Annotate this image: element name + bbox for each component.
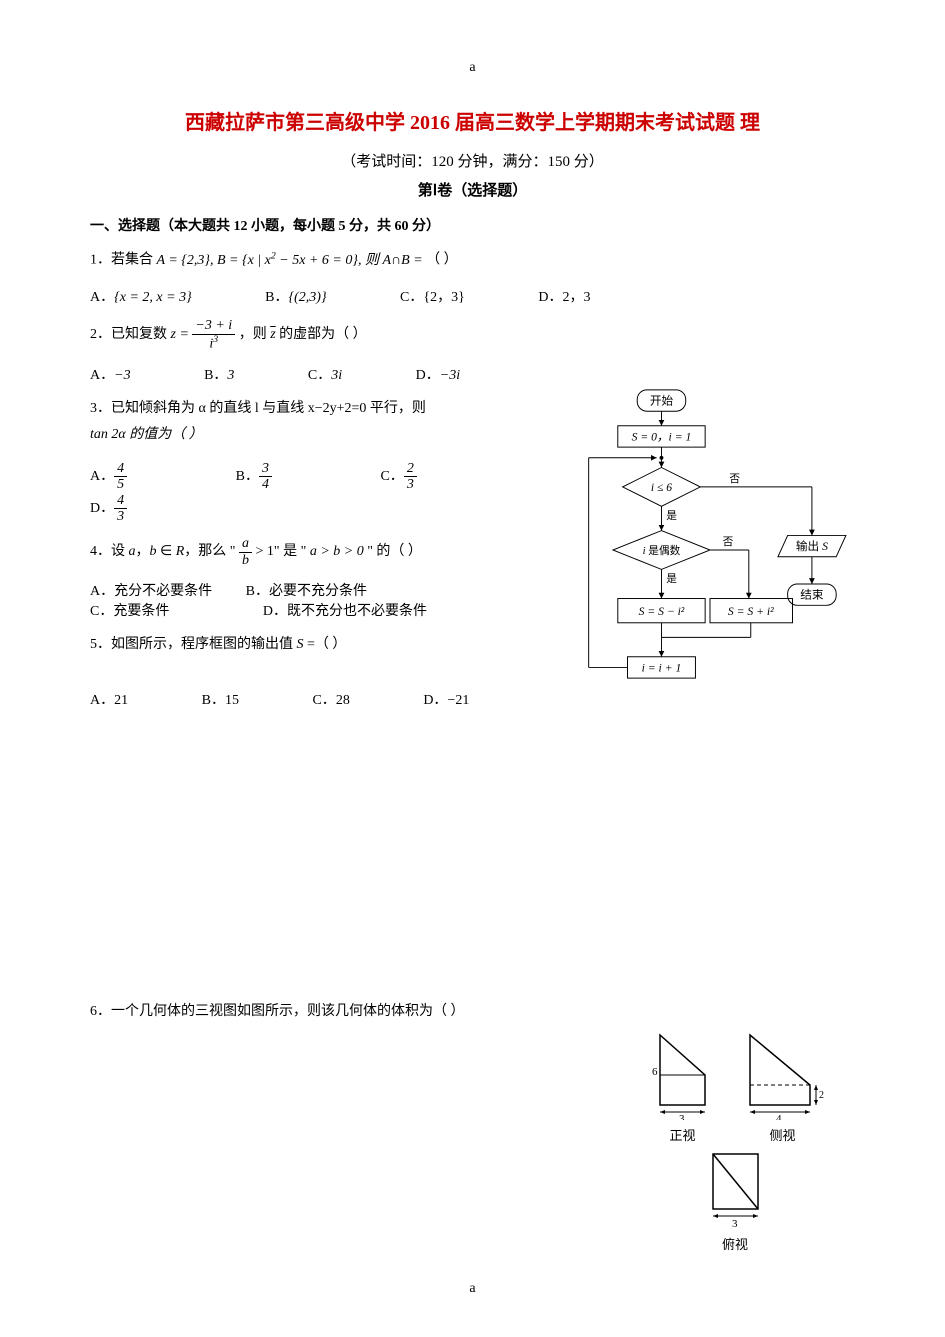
flowchart-diagram: 开始 S = 0，i = 1 i ≤ 6 是 否 输出 S 结束 i 是偶数 是…: [565, 385, 855, 715]
question-1: 1．若集合 A = {2,3}, B = {x | x2 − 5x + 6 = …: [90, 247, 855, 274]
q5-optD: D．−21: [423, 689, 504, 709]
q5-stem: 5．如图所示，程序框图的输出值 S =（ ）: [90, 637, 346, 652]
q3-options: A．45 B．34 C．23 D．43: [90, 461, 560, 525]
svg-text:2: 2: [819, 1090, 824, 1101]
svg-text:i 是偶数: i 是偶数: [643, 544, 681, 557]
q5-optC: C．28: [312, 689, 384, 709]
q1-optA: A．{x = 2, x = 3}: [90, 286, 227, 306]
side-label: 侧视: [740, 1125, 825, 1144]
q2-frac-num: −3 + i: [192, 318, 235, 334]
q5-optA: A．21: [90, 689, 163, 709]
q2-z-eq: z =: [171, 327, 193, 342]
svg-text:结束: 结束: [800, 589, 824, 602]
q4-frac-num: a: [239, 536, 252, 552]
question-4: 4．设 a，b ∈ R，那么 " a b > 1" 是 " a > b > 0 …: [90, 536, 560, 568]
q2-stem-pre: 2．已知复数: [90, 327, 167, 342]
q4-stem-mid: > 1" 是 " a > b > 0 " 的（ ）: [255, 545, 421, 560]
q1-optB: B．{(2,3)}: [265, 286, 361, 306]
q2-options: A．−3 B．3 C．3i D．−3i: [90, 364, 560, 384]
q4-optC: C．充要条件: [90, 600, 169, 620]
svg-text:是: 是: [666, 573, 677, 585]
front-label: 正视: [645, 1125, 720, 1144]
header-letter: a: [90, 60, 855, 76]
section-instruction: 一、选择题（本大题共 12 小题，每小题 5 分，共 60 分）: [90, 215, 855, 235]
svg-text:S = S − i²: S = S − i²: [639, 605, 685, 618]
q4-optD: D．既不充分也不必要条件: [263, 600, 427, 620]
q4-stem-pre: 4．设 a，b ∈ R，那么 ": [90, 545, 235, 560]
q3-stem: 3．已知倾斜角为 α 的直线 l 与直线 x−2y+2=0 平行，则: [90, 401, 426, 416]
q3-stem2: tan 2α 的值为（ ）: [90, 427, 203, 442]
svg-text:3: 3: [732, 1218, 738, 1229]
q1-optD: D．2，3: [538, 286, 625, 306]
q4-optB: B．必要不充分条件: [246, 580, 367, 600]
svg-text:S = 0，i = 1: S = 0，i = 1: [632, 430, 692, 443]
q2-optD: D．−3i: [416, 364, 495, 384]
q4-options: A．充分不必要条件 B．必要不充分条件 C．充要条件 D．既不充分也不必要条件: [90, 580, 560, 620]
svg-text:4: 4: [776, 1113, 782, 1120]
q3-optA: A．45: [90, 461, 197, 493]
q2-frac-den: i3: [192, 335, 235, 352]
q2-optA: A．−3: [90, 364, 166, 384]
svg-text:3: 3: [679, 1113, 685, 1120]
top-view: 3 俯视: [698, 1149, 773, 1253]
q1-options: A．{x = 2, x = 3} B．{(2,3)} C．{2，3} D．2，3: [90, 286, 855, 306]
q4-fraction: a b: [239, 536, 252, 568]
q3-optC: C．23: [380, 461, 486, 493]
svg-text:开始: 开始: [650, 393, 674, 407]
page-title: 西藏拉萨市第三高级中学 2016 届高三数学上学期期末考试试题 理: [90, 106, 855, 135]
q4-optA: A．充分不必要条件: [90, 580, 212, 600]
front-view: 6 3 正视: [645, 1030, 720, 1144]
exam-page: a 西藏拉萨市第三高级中学 2016 届高三数学上学期期末考试试题 理 （考试时…: [0, 0, 945, 1337]
q2-optC: C．3i: [308, 364, 377, 384]
svg-text:否: 否: [729, 473, 740, 485]
footer-letter: a: [469, 1281, 475, 1297]
q3-optD: D．43: [90, 493, 197, 525]
q1-stem-post: （ ）: [426, 253, 458, 268]
svg-text:S = S + i²: S = S + i²: [728, 605, 774, 618]
top-label: 俯视: [698, 1234, 773, 1253]
question-5: 5．如图所示，程序框图的输出值 S =（ ）: [90, 632, 560, 659]
question-2: 2．已知复数 z = −3 + i i3 ，则 z 的虚部为（ ）: [90, 318, 560, 351]
svg-text:i ≤ 6: i ≤ 6: [651, 481, 672, 494]
q2-optB: B．3: [204, 364, 269, 384]
q1-optC: C．{2，3}: [400, 286, 500, 306]
q2-fraction: −3 + i i3: [192, 318, 235, 351]
q1-set-expr: A = {2,3}, B = {x | x2 − 5x + 6 = 0}, 则 …: [157, 253, 427, 268]
q3-optB: B．34: [236, 461, 342, 493]
section-header: 第Ⅰ卷（选择题）: [90, 179, 855, 200]
question-6: 6．一个几何体的三视图如图所示，则该几何体的体积为（ ）: [90, 999, 630, 1026]
q2-stem-post: ，则 z 的虚部为（ ）: [239, 327, 367, 342]
q4-frac-den: b: [239, 553, 252, 568]
q1-stem-pre: 1．若集合: [90, 253, 153, 268]
svg-text:6: 6: [652, 1066, 658, 1078]
svg-text:否: 否: [723, 536, 734, 548]
q6-stem: 6．一个几何体的三视图如图所示，则该几何体的体积为（ ）: [90, 1004, 465, 1019]
side-view: 2 4 侧视: [740, 1030, 825, 1144]
q5-optB: B．15: [202, 689, 274, 709]
question-3: 3．已知倾斜角为 α 的直线 l 与直线 x−2y+2=0 平行，则 tan 2…: [90, 396, 560, 449]
svg-text:i = i + 1: i = i + 1: [642, 661, 682, 674]
svg-text:是: 是: [666, 510, 677, 522]
three-views: 6 3 正视 2: [625, 1030, 845, 1258]
exam-subtitle: （考试时间：120 分钟，满分：150 分）: [90, 150, 855, 171]
svg-text:输出 S: 输出 S: [796, 539, 828, 553]
